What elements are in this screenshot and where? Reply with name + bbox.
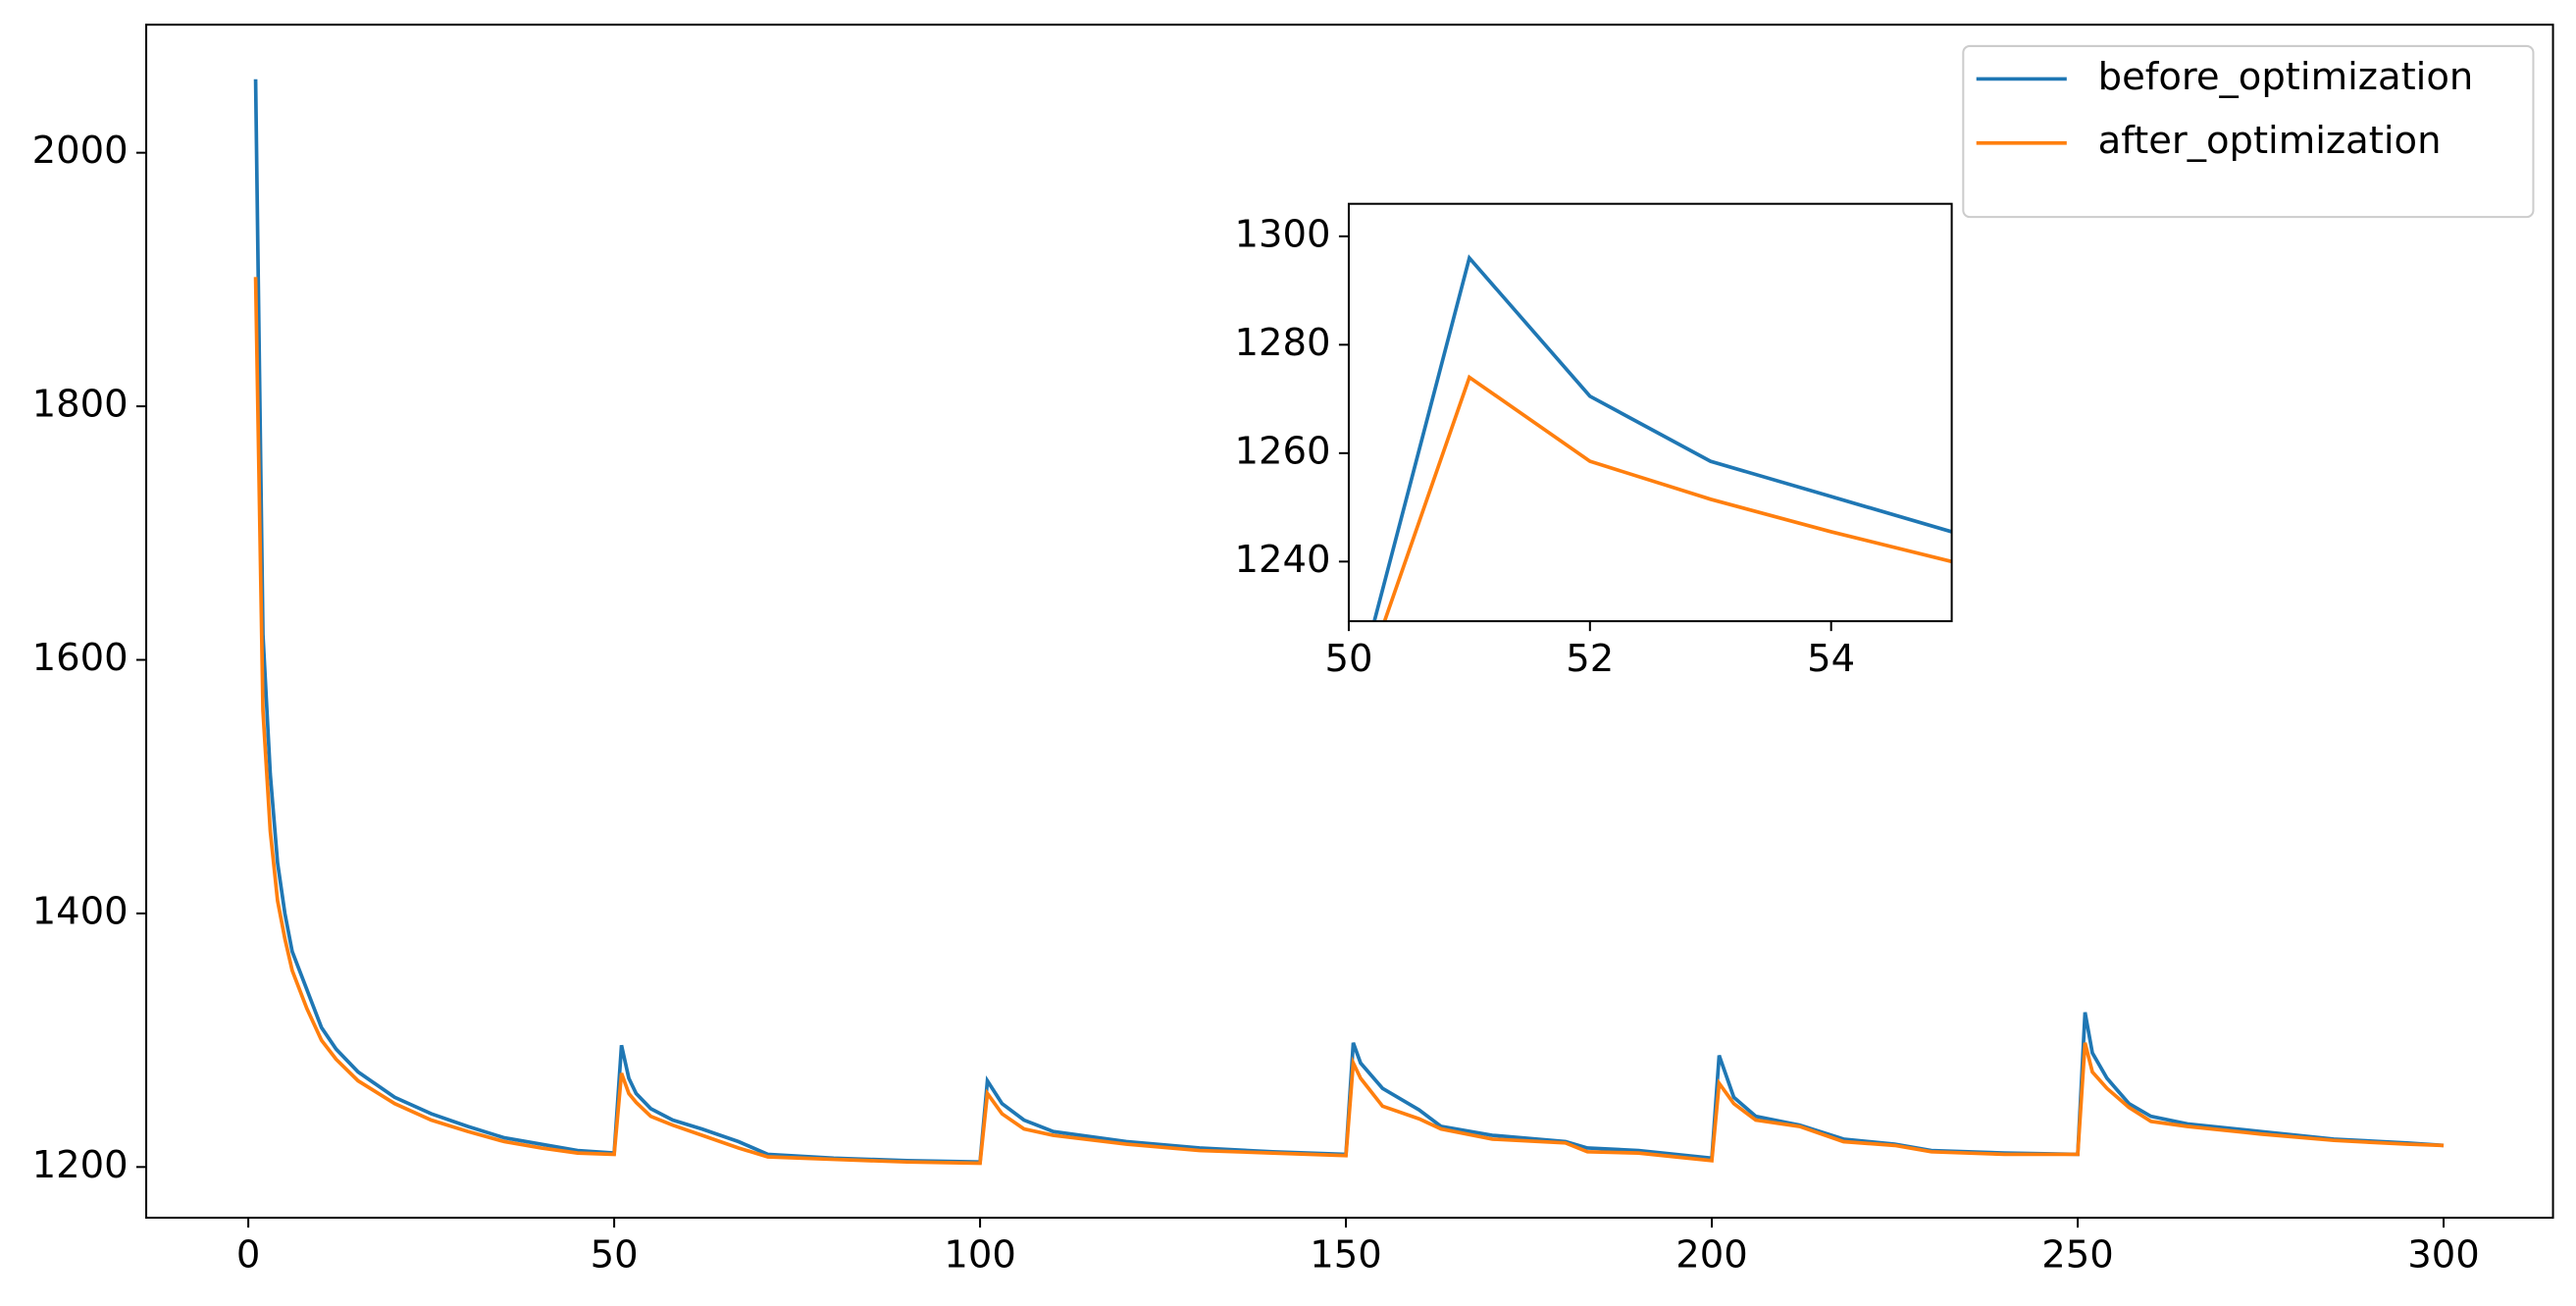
x-tick-label: 0: [236, 1233, 261, 1278]
y-tick-label: 1280: [1235, 321, 1331, 365]
y-tick-label: 2000: [32, 129, 129, 173]
x-tick-label: 50: [1324, 637, 1372, 681]
axes: 50 52 54 1240 1260 1280 1300: [1235, 202, 1953, 681]
plot-background: [1348, 203, 1952, 622]
series-line: [1382, 374, 1952, 622]
legend: before_optimization after_optimization: [1962, 44, 2535, 219]
y-tick-label: 1300: [1235, 212, 1331, 256]
y-tick-label: 1800: [32, 383, 129, 427]
series-line: [1372, 254, 1952, 622]
x-tick-label: 150: [1310, 1233, 1381, 1278]
legend-box: [1962, 44, 2535, 219]
legend-label: after_optimization: [2098, 119, 2442, 163]
axes-frame: [145, 24, 2554, 1220]
y-tick-label: 1200: [32, 1143, 129, 1187]
x-tick-label: 100: [944, 1233, 1016, 1278]
y-tick-label: 1240: [1235, 538, 1331, 582]
y-tick-label: 1600: [32, 636, 129, 680]
y-tick-label: 1260: [1235, 429, 1331, 473]
x-tick-label: 54: [1807, 637, 1855, 681]
x-tick-label: 300: [2407, 1233, 2480, 1278]
series-line: [253, 277, 2445, 1166]
axes-frame: [1347, 202, 1953, 623]
y-tick-label: 1400: [32, 889, 129, 933]
x-tick-label: 52: [1566, 637, 1614, 681]
x-tick-label: 250: [2041, 1233, 2114, 1278]
legend-label: before_optimization: [2098, 55, 2474, 99]
x-tick-label: 50: [591, 1233, 639, 1278]
x-tick-label: 200: [1675, 1233, 1748, 1278]
